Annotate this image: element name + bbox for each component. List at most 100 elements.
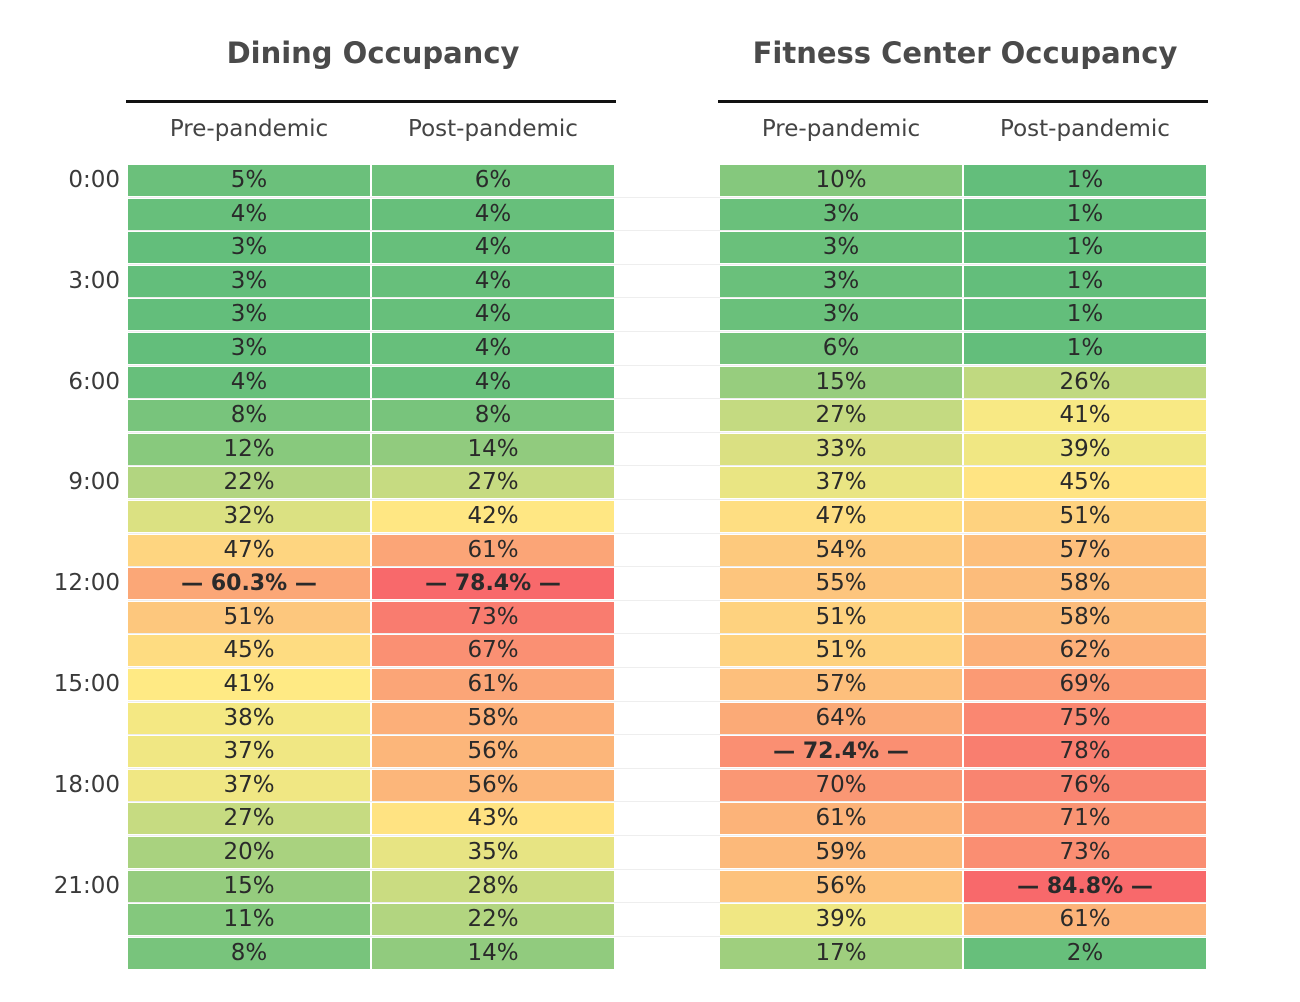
heatmap-cell: 6% xyxy=(372,165,614,196)
hour-label: 6:00 xyxy=(68,368,120,395)
heatmap-cell: 45% xyxy=(964,467,1206,499)
heatmap-cell: 1% xyxy=(964,333,1206,364)
heatmap-cell: 4% xyxy=(372,232,614,264)
row-separator xyxy=(128,398,1206,400)
heatmap-cell: 4% xyxy=(372,299,614,331)
heatmap-cell: 56% xyxy=(372,769,614,801)
heatmap-cell: 4% xyxy=(128,366,370,398)
heatmap-cell: 62% xyxy=(964,635,1206,667)
heatmap-cell: 73% xyxy=(964,837,1206,868)
heatmap-cell: 58% xyxy=(372,702,614,734)
heatmap-cell: 4% xyxy=(372,265,614,297)
heatmap-cell: 12% xyxy=(128,433,370,465)
row-separator xyxy=(128,263,1206,265)
heatmap-cell: 11% xyxy=(128,904,370,936)
heatmap-cell: 14% xyxy=(372,433,614,465)
heatmap-cell: 4% xyxy=(372,198,614,230)
row-separator xyxy=(128,700,1206,702)
heatmap-cell: 56% xyxy=(372,736,614,768)
heatmap-cell: 27% xyxy=(372,467,614,499)
heatmap-cell: 76% xyxy=(964,769,1206,801)
heatmap-cell: 38% xyxy=(128,702,370,734)
heatmap-cell-peak: — 60.3% — xyxy=(128,568,370,600)
heatmap-cell: 26% xyxy=(964,366,1206,398)
heatmap-cell: 39% xyxy=(720,904,962,936)
row-separator xyxy=(128,801,1206,803)
heatmap-cell: 78% xyxy=(964,736,1206,768)
row-separator xyxy=(128,499,1206,500)
heatmap-cell: 4% xyxy=(372,333,614,364)
heatmap-cell: 4% xyxy=(128,198,370,230)
row-separator xyxy=(128,835,1206,836)
row-separator xyxy=(128,935,1206,937)
row-separator xyxy=(128,465,1206,467)
heatmap-cell: 47% xyxy=(720,501,962,532)
heatmap-cell: 27% xyxy=(128,803,370,835)
heatmap-cell: 1% xyxy=(964,299,1206,331)
heatmap-cell: 58% xyxy=(964,601,1206,633)
heatmap-cell: 41% xyxy=(964,400,1206,432)
heatmap-cell: 55% xyxy=(720,568,962,600)
heatmap-cell: 27% xyxy=(720,400,962,432)
row-separator xyxy=(128,331,1206,332)
heatmap-cell: 61% xyxy=(372,669,614,700)
heatmap-cell: 41% xyxy=(128,669,370,700)
row-separator xyxy=(128,667,1206,668)
heatmap-cell: 45% xyxy=(128,635,370,667)
heatmap-cell: 54% xyxy=(720,534,962,566)
heatmap-cell: 71% xyxy=(964,803,1206,835)
heatmap-cell: 8% xyxy=(128,400,370,432)
heatmap-cell: 5% xyxy=(128,165,370,196)
hour-label: 12:00 xyxy=(53,570,120,597)
hour-label: 18:00 xyxy=(53,771,120,798)
row-separator xyxy=(128,767,1206,769)
heatmap-cell: 2% xyxy=(964,937,1206,969)
heatmap-cell: 32% xyxy=(128,501,370,532)
row-separator xyxy=(128,902,1206,904)
heatmap-cell: 28% xyxy=(372,870,614,902)
heatmap-cell: 22% xyxy=(372,904,614,936)
column-header: Post-pandemic xyxy=(1000,116,1170,142)
panel-title-rule xyxy=(718,100,1208,103)
heatmap-cell: 61% xyxy=(964,904,1206,936)
heatmap-cell: 43% xyxy=(372,803,614,835)
heatmap-cell-peak: — 84.8% — xyxy=(964,870,1206,902)
heatmap-cell: 70% xyxy=(720,769,962,801)
heatmap-cell: 42% xyxy=(372,501,614,532)
heatmap-cell: 37% xyxy=(128,736,370,768)
column-header: Post-pandemic xyxy=(408,116,578,142)
column-header: Pre-pandemic xyxy=(169,116,329,142)
heatmap-cell: 75% xyxy=(964,702,1206,734)
column-header: Pre-pandemic xyxy=(761,116,921,142)
heatmap-cell: 73% xyxy=(372,601,614,633)
heatmap-cell: 33% xyxy=(720,433,962,465)
heatmap-cell: 39% xyxy=(964,433,1206,465)
heatmap-cell-peak: — 78.4% — xyxy=(372,568,614,600)
heatmap-cell: 64% xyxy=(720,702,962,734)
row-separator xyxy=(128,566,1206,568)
hour-label: 15:00 xyxy=(53,671,120,697)
heatmap-cell: 51% xyxy=(720,601,962,633)
row-separator xyxy=(128,196,1206,198)
heatmap-cell-peak: — 72.4% — xyxy=(720,736,962,768)
heatmap-cell: 67% xyxy=(372,635,614,667)
heatmap-cell: 4% xyxy=(372,366,614,398)
heatmap-cell: 37% xyxy=(720,467,962,499)
hour-label: 0:00 xyxy=(68,167,120,193)
heatmap-cell: 58% xyxy=(964,568,1206,600)
row-separator xyxy=(128,230,1206,232)
heatmap-cell: 3% xyxy=(128,333,370,364)
heatmap-cell: 51% xyxy=(964,501,1206,532)
heatmap-cell: 8% xyxy=(128,937,370,969)
heatmap-cell: 59% xyxy=(720,837,962,868)
heatmap-cell: 61% xyxy=(720,803,962,835)
heatmap-cell: 61% xyxy=(372,534,614,566)
heatmap-cell: 35% xyxy=(372,837,614,868)
panel-title: Fitness Center Occupancy xyxy=(752,36,1178,70)
heatmap-cell: 15% xyxy=(128,870,370,902)
heatmap-cell: 69% xyxy=(964,669,1206,700)
heatmap-cell: 57% xyxy=(964,534,1206,566)
heatmap-cell: 20% xyxy=(128,837,370,868)
heatmap-cell: 51% xyxy=(720,635,962,667)
heatmap-cell: 3% xyxy=(720,299,962,331)
